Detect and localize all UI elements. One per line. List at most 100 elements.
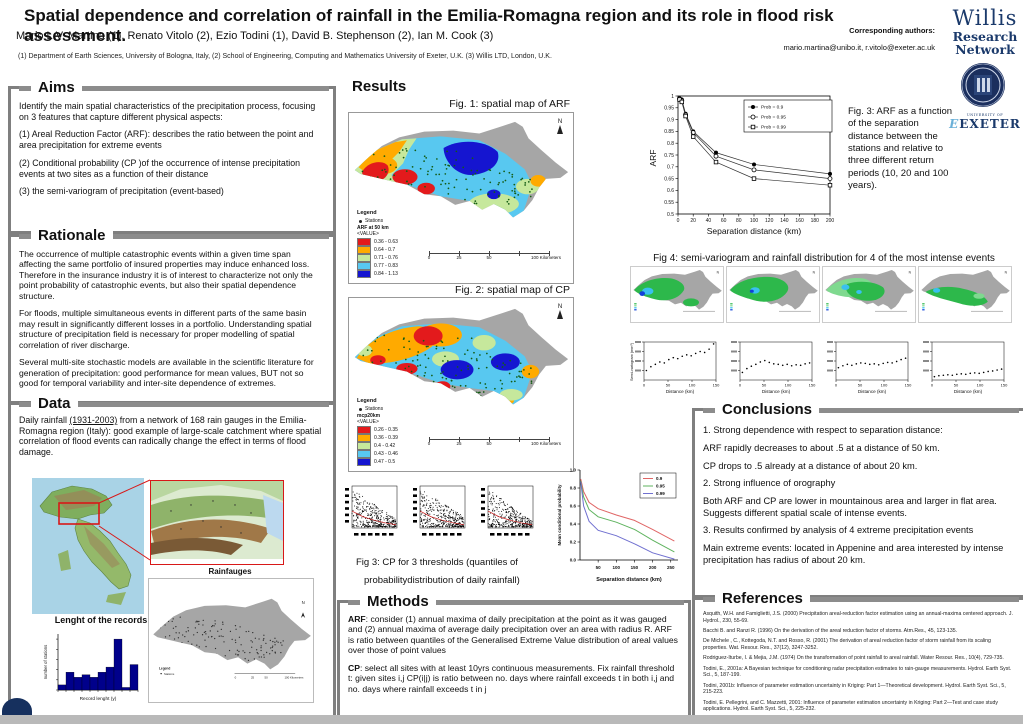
- aims-section: Aims Identify the main spatial character…: [8, 78, 336, 234]
- conclusion-item: Main extreme events: located in Appenine…: [703, 543, 1004, 565]
- affiliations-line: (1) Department of Earth Sciences, Univer…: [18, 53, 552, 60]
- svg-text:40: 40: [706, 218, 712, 224]
- svg-text:1: 1: [671, 94, 674, 100]
- fig1-map-legend: Legend Stations ARF at 50 km <VALUE> 0.3…: [357, 210, 398, 278]
- svg-text:250: 250: [667, 565, 675, 570]
- svg-text:80: 80: [736, 218, 742, 224]
- svg-text:0.99: 0.99: [656, 491, 665, 496]
- poster-title: Spatial dependence and correlation of ra…: [24, 6, 834, 45]
- svg-text:0.6: 0.6: [667, 188, 674, 194]
- reference-item: Todini, E. Pellegrini, and C. Mazzetti, …: [703, 699, 998, 713]
- svg-text:0.55: 0.55: [664, 200, 674, 206]
- north-arrow-icon: N: [557, 119, 563, 134]
- north-arrow-icon: N: [557, 304, 563, 319]
- svg-text:150: 150: [1001, 383, 1008, 388]
- fig3-arf-caption: Fig. 3: ARF as a function of the separat…: [848, 106, 953, 192]
- svg-text:120: 120: [765, 218, 774, 224]
- fig4-event3-map: N: [822, 266, 916, 323]
- svg-text:Distance (km): Distance (km): [666, 389, 695, 394]
- svg-text:0.6: 0.6: [570, 504, 577, 509]
- rationale-title: Rationale: [31, 226, 113, 244]
- svg-text:0.85: 0.85: [664, 129, 674, 135]
- aims-paragraph: (2) Conditional probability (CP )of the …: [19, 157, 300, 179]
- cp-scatter-panel-3: [481, 485, 534, 536]
- section-title-dash: [19, 85, 31, 91]
- rationale-paragraph: The occurrence of multiple catastrophic …: [19, 249, 313, 301]
- svg-text:0.95: 0.95: [664, 106, 674, 112]
- svg-text:200: 200: [826, 218, 835, 224]
- svg-text:0: 0: [835, 383, 838, 388]
- slide-bottom-edge: [0, 715, 1023, 724]
- svg-text:Distance (km): Distance (km): [858, 389, 887, 394]
- svg-text:50: 50: [762, 383, 767, 388]
- fig2-cp-map: N Legend Stations mcp20km <VALUE> 0.26 -…: [348, 297, 574, 472]
- exeter-x-mark: E: [949, 117, 960, 131]
- reference-item: Bacchi B. and Ranzi R. (1996) On the der…: [703, 628, 958, 634]
- svg-text:150: 150: [809, 383, 816, 388]
- reference-item: De Michele , C., Kottegoda, N.T. and Ros…: [703, 638, 991, 651]
- svg-text:200: 200: [649, 565, 657, 570]
- svg-text:0: 0: [739, 383, 742, 388]
- svg-text:180: 180: [811, 218, 820, 224]
- conclusion-item: 2. Strong influence of orography: [703, 478, 836, 489]
- svg-text:50: 50: [265, 676, 269, 680]
- svg-text:100: 100: [750, 218, 759, 224]
- fig2-map-legend: Legend Stations mcp20km <VALUE> 0.26 - 0…: [357, 398, 398, 466]
- svg-text:0.8: 0.8: [667, 141, 674, 147]
- svg-text:Mean conditional probability: Mean conditional probability: [557, 484, 562, 546]
- university-of-bologna-seal-icon: [960, 62, 1006, 113]
- fig4-semivariogram-4: 0 50 100 150 Distance (km): [923, 341, 1008, 394]
- rationale-paragraph: For floods, multiple simultaneous events…: [19, 308, 312, 350]
- svg-text:N: N: [813, 271, 816, 275]
- svg-text:50: 50: [596, 565, 602, 570]
- svg-text:150: 150: [905, 383, 912, 388]
- svg-text:N: N: [717, 271, 720, 275]
- fig4-event1-map: N: [630, 266, 724, 323]
- reference-item: Rodriguez-Iturbe, I. & Mejia, J.M. (1974…: [703, 655, 1004, 662]
- rationale-section: Rationale The occurrence of multiple cat…: [8, 226, 336, 404]
- svg-text:50: 50: [666, 383, 671, 388]
- svg-text:100: 100: [881, 383, 888, 388]
- section-title-bar: [81, 85, 329, 91]
- aims-paragraph: Identify the main spatial characteristic…: [19, 101, 316, 122]
- svg-text:ARF: ARF: [648, 150, 658, 167]
- rainfauges-label: Rainfauges: [208, 567, 252, 576]
- svg-text:20: 20: [690, 218, 696, 224]
- conclusions-section: Conclusions 1. Strong dependence with re…: [692, 400, 1023, 598]
- fig2-scale-bar: 0 25 50 100 Kilometers: [428, 435, 561, 447]
- svg-text:0.9: 0.9: [656, 476, 663, 481]
- fig1-arf-map: N Legend Stations ARF at 50 km <VALUE> 0…: [348, 112, 574, 284]
- rationale-paragraph: Several multi-site stochastic models are…: [19, 357, 314, 389]
- svg-text:0.5: 0.5: [667, 212, 674, 218]
- svg-text:0: 0: [677, 218, 680, 224]
- station-dot-icon: [359, 407, 362, 411]
- willis-research-network-logo: Willis Research Network: [948, 6, 1022, 56]
- svg-text:0.9: 0.9: [667, 117, 674, 123]
- aims-paragraph: (3) the semi-variogram of precipitation …: [19, 186, 224, 197]
- methods-arf-paragraph: ARF: consider (1) annual maxima of daily…: [348, 614, 678, 656]
- fig3-cp-caption-line2: probabilitydistribution of daily rainfal…: [364, 575, 520, 586]
- references-section: References Asquith, W.H. and Famiglietti…: [692, 589, 1023, 724]
- data-paragraph: Daily rainfall (1931-2003) from a networ…: [19, 415, 322, 458]
- methods-cp-paragraph: CP: select all sites with at least 10yrs…: [348, 662, 675, 694]
- exeter-wordmark: EXETER: [959, 117, 1021, 131]
- mean-cp-line-chart: 0.0 0.2 0.4 0.6 0.8 1.0 50 100 150 200 250 Separati…: [557, 468, 678, 583]
- svg-text:Stations: Stations: [164, 672, 175, 676]
- svg-text:0.75: 0.75: [664, 153, 674, 159]
- svg-text:Distance (km): Distance (km): [954, 389, 983, 394]
- conclusion-item: ARF rapidly decreases to about .5 at a d…: [703, 442, 940, 453]
- fig4-event2-map: N: [726, 266, 820, 323]
- svg-text:0.7: 0.7: [667, 165, 674, 171]
- methods-title: Methods: [360, 592, 436, 610]
- university-of-exeter-logo: UNIVERSITY OF EEXETER: [949, 113, 1021, 131]
- references-title: References: [715, 589, 810, 607]
- svg-text:100: 100: [977, 383, 984, 388]
- fig4-event4-map: N: [918, 266, 1012, 323]
- fig4-caption: Fig 4: semi-variogram and rainfall distr…: [653, 253, 995, 264]
- conclusion-item: 3. Results confirmed by analysis of 4 ex…: [703, 525, 974, 536]
- conclusion-item: 1. Strong dependence with respect to sep…: [703, 425, 943, 435]
- svg-text:150: 150: [631, 565, 639, 570]
- record-length-histogram: Record lenght (y) number of stations: [43, 634, 139, 702]
- cp-scatter-panel-2: [413, 485, 466, 536]
